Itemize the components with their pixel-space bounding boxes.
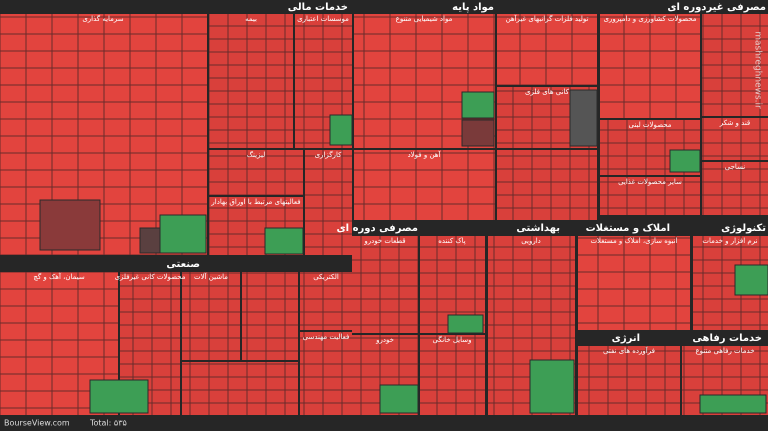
- sector-title: خدمات مالی: [288, 2, 348, 13]
- group-label: سرمایه گذاری: [82, 14, 123, 23]
- group-labels: سرمایه گذاری بیمه موسسات اعتباری لیزینگ …: [33, 14, 757, 355]
- group-label: پاک کننده: [438, 237, 466, 245]
- group-label: تولید فلزات گرانبهای غیرآهن: [506, 14, 589, 23]
- sector-title: مصرفی دوره ای: [337, 223, 419, 234]
- group-label: قطعات خودرو: [363, 237, 405, 245]
- group-label: موسسات اعتباری: [297, 15, 349, 23]
- group-label: لیزینگ: [247, 150, 265, 159]
- sector-titles: خدمات مالی مواد پایه مصرفی غیردوره ای صن…: [166, 2, 766, 344]
- group-label: سایر محصولات غذایی: [618, 178, 682, 186]
- group-label: فعالیت مهندسی: [303, 333, 350, 341]
- sector-title: صنعتی: [166, 259, 200, 270]
- group-label: انبوه سازی، املاک و مستغلات: [590, 237, 677, 245]
- footer-source: BourseView.com: [4, 419, 70, 428]
- sector-title: خدمات رفاهی: [692, 333, 762, 344]
- group-label: دارویی: [521, 237, 541, 245]
- group-label: فعالیتهای مرتبط با اوراق بهادار: [210, 198, 300, 206]
- group-label: محصولات کشاورزی و دامپروری: [604, 15, 697, 23]
- group-label: نساجی: [725, 163, 746, 171]
- highlight-cells: [39, 89, 768, 414]
- group-label: قند و شکر: [719, 119, 751, 127]
- sector-title: مصرفی غیردوره ای: [667, 2, 766, 13]
- group-label: مواد شیمیایی متنوع: [396, 15, 453, 23]
- sector-title: انرژی: [612, 333, 640, 344]
- group-label: بیمه: [245, 15, 257, 23]
- sector-title: بهداشتی: [516, 223, 560, 234]
- group-label: کارگزاری: [315, 150, 343, 159]
- sector-title: مواد پایه: [452, 2, 494, 13]
- group-label: ماشین آلات: [194, 272, 228, 281]
- sector-title: تکنولوژی: [721, 223, 766, 234]
- group-label: محصولات لبنی: [629, 121, 672, 129]
- group-label: وسایل خانگی: [433, 335, 472, 344]
- group-label: کانی های فلزی: [525, 88, 570, 96]
- group-label: فرآورده های نفتی: [603, 346, 655, 355]
- sector-title: املاک و مستغلات: [586, 223, 670, 234]
- group-label: محصولات کانی غیرفلزی: [115, 273, 186, 281]
- footer-total: Total: ۵۳۵: [89, 419, 127, 428]
- group-label: الکتریکی: [313, 273, 339, 281]
- group-label: آهن و فولاد: [408, 150, 442, 159]
- group-label: نرم افزار و خدمات: [702, 237, 757, 245]
- group-label: سیمان، آهک و گچ: [33, 272, 85, 281]
- watermark: mashreghnews.ir: [753, 31, 763, 109]
- group-label: خدمات رفاهی متنوع: [695, 347, 754, 355]
- group-label: خودرو: [375, 336, 394, 344]
